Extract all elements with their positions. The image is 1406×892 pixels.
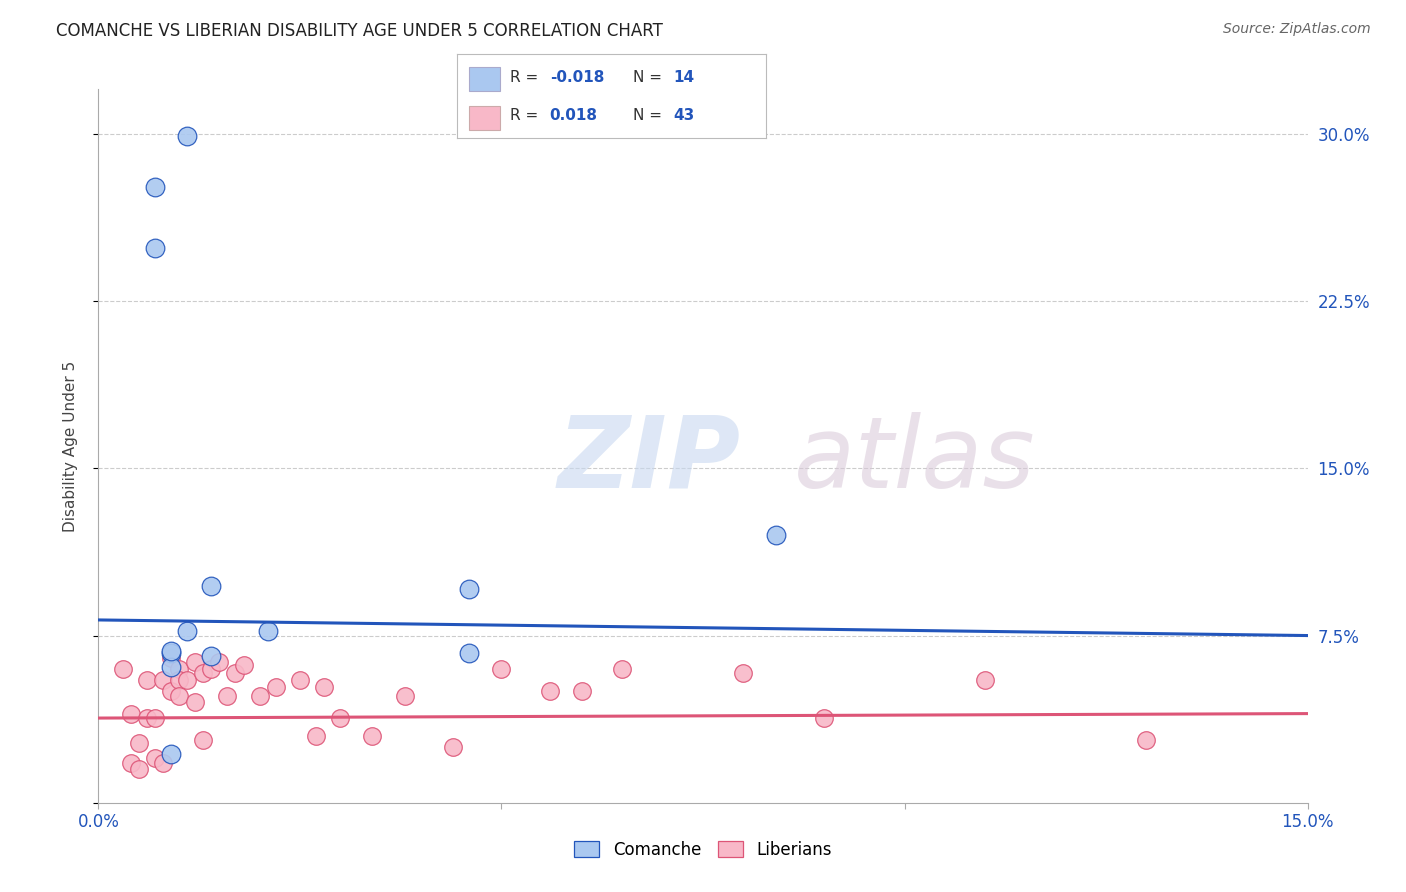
Point bbox=[765, 528, 787, 542]
Point bbox=[232, 657, 254, 672]
Text: 14: 14 bbox=[673, 70, 695, 85]
Point bbox=[176, 624, 198, 639]
Point bbox=[458, 582, 481, 596]
Point bbox=[288, 673, 311, 687]
Point bbox=[733, 666, 755, 681]
Point bbox=[160, 646, 183, 660]
Y-axis label: Disability Age Under 5: Disability Age Under 5 bbox=[63, 360, 77, 532]
Point bbox=[128, 762, 150, 776]
Point bbox=[135, 711, 157, 725]
Point bbox=[143, 180, 166, 194]
Text: Source: ZipAtlas.com: Source: ZipAtlas.com bbox=[1223, 22, 1371, 37]
Point bbox=[152, 673, 174, 687]
Point bbox=[143, 711, 166, 725]
Text: COMANCHE VS LIBERIAN DISABILITY AGE UNDER 5 CORRELATION CHART: COMANCHE VS LIBERIAN DISABILITY AGE UNDE… bbox=[56, 22, 664, 40]
Point bbox=[120, 706, 142, 721]
Text: R =: R = bbox=[509, 70, 543, 85]
Point bbox=[160, 684, 183, 698]
Point bbox=[458, 646, 481, 660]
Text: R =: R = bbox=[509, 108, 547, 123]
Point bbox=[208, 655, 231, 669]
Point bbox=[813, 711, 835, 725]
Point bbox=[135, 673, 157, 687]
Point bbox=[612, 662, 634, 676]
Point bbox=[120, 756, 142, 770]
Point bbox=[143, 751, 166, 765]
Point bbox=[128, 735, 150, 749]
Point bbox=[184, 696, 207, 710]
Point bbox=[305, 729, 328, 743]
Point bbox=[167, 673, 190, 687]
Point bbox=[200, 580, 222, 594]
Text: N =: N = bbox=[633, 70, 666, 85]
Point bbox=[160, 651, 183, 665]
Text: N =: N = bbox=[633, 108, 666, 123]
Point bbox=[111, 662, 134, 676]
Point bbox=[329, 711, 352, 725]
FancyBboxPatch shape bbox=[470, 67, 501, 91]
Text: -0.018: -0.018 bbox=[550, 70, 605, 85]
Point bbox=[394, 689, 416, 703]
Point bbox=[193, 666, 215, 681]
FancyBboxPatch shape bbox=[470, 106, 501, 130]
Point bbox=[571, 684, 593, 698]
Point bbox=[143, 240, 166, 255]
Point bbox=[217, 689, 239, 703]
Text: 0.018: 0.018 bbox=[550, 108, 598, 123]
Point bbox=[538, 684, 561, 698]
Point bbox=[441, 740, 464, 755]
Legend: Comanche, Liberians: Comanche, Liberians bbox=[568, 835, 838, 866]
Point bbox=[224, 666, 246, 681]
Point bbox=[193, 733, 215, 747]
Point bbox=[200, 662, 222, 676]
Point bbox=[974, 673, 997, 687]
Text: ZIP: ZIP bbox=[558, 412, 741, 508]
Point bbox=[200, 648, 222, 663]
Point bbox=[249, 689, 271, 703]
Text: 43: 43 bbox=[673, 108, 695, 123]
Point bbox=[1135, 733, 1157, 747]
Point bbox=[167, 662, 190, 676]
Point bbox=[160, 660, 183, 674]
Point bbox=[256, 624, 278, 639]
Point bbox=[176, 128, 198, 143]
Point bbox=[176, 673, 198, 687]
Point bbox=[314, 680, 336, 694]
Point bbox=[184, 655, 207, 669]
Point bbox=[160, 747, 183, 761]
Point bbox=[152, 756, 174, 770]
Point bbox=[160, 644, 183, 658]
Point bbox=[167, 689, 190, 703]
Point bbox=[361, 729, 384, 743]
Text: atlas: atlas bbox=[793, 412, 1035, 508]
Point bbox=[491, 662, 513, 676]
Point bbox=[264, 680, 287, 694]
